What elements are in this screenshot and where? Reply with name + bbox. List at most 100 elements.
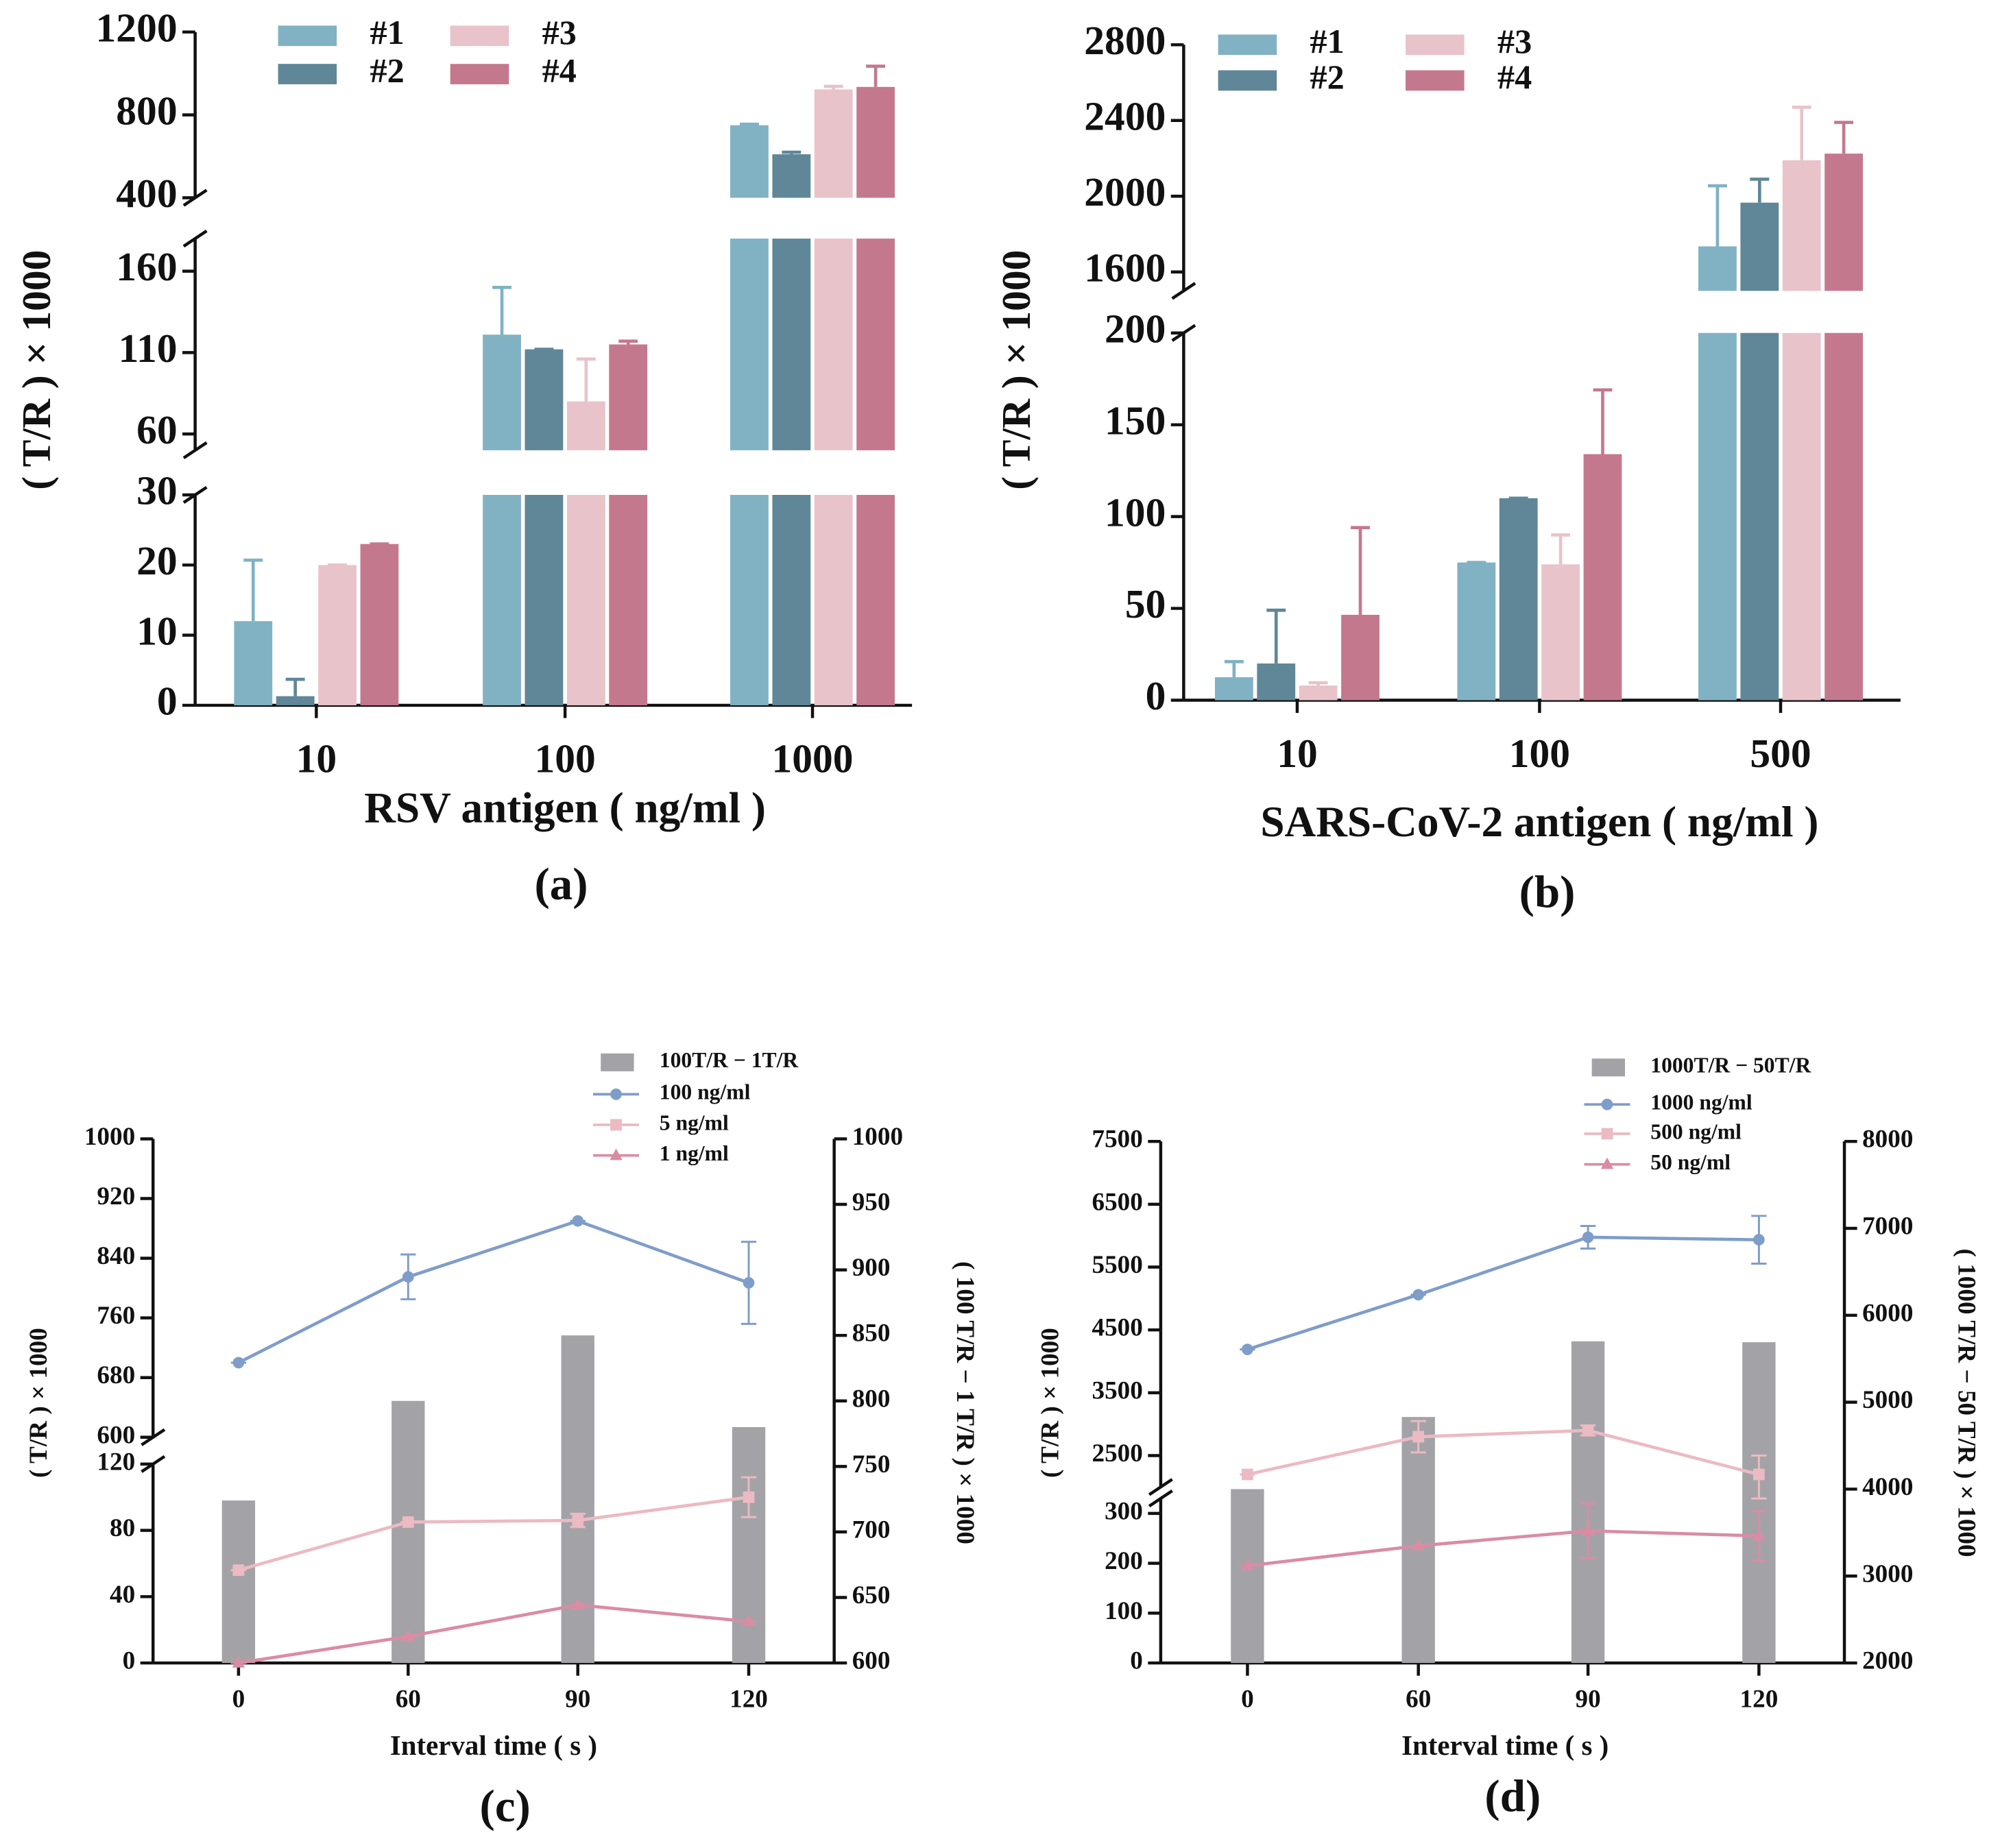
y2-axis-label: ( 1000 T/R − 50 T/R ) × 1000 (1952, 1248, 1980, 1557)
y-tick-label: 2800 (1084, 18, 1166, 63)
legend-label: 500 ng/ml (1650, 1119, 1742, 1143)
y2-tick-label: 900 (852, 1254, 891, 1282)
series-line (238, 1495, 749, 1572)
y-tick-label: 400 (116, 171, 177, 216)
y-axis-label: ( T/R ) × 1000 (993, 250, 1039, 490)
y-tick-label: 1600 (1084, 245, 1166, 290)
legend-swatch (450, 25, 509, 47)
legend-swatch (1406, 34, 1465, 56)
y2-tick-label: 650 (852, 1581, 891, 1609)
marker (232, 1656, 245, 1668)
series-line (1246, 1428, 1759, 1476)
x-axis-label: RSV antigen ( ng/ml ) (364, 784, 766, 832)
y-tick-label: 2000 (1084, 169, 1166, 215)
y-tick-label: 30 (136, 468, 178, 513)
error-bar (492, 286, 511, 335)
legend-swatch (278, 25, 337, 47)
marker (1752, 1529, 1766, 1541)
error-bar (576, 357, 596, 402)
bar (730, 494, 769, 705)
bar (1457, 562, 1496, 701)
bar (1824, 332, 1864, 701)
bar (1782, 160, 1821, 291)
y-tick-label: 7500 (1092, 1126, 1142, 1154)
legend-swatch (1218, 70, 1277, 91)
y-tick-label: 5500 (1092, 1251, 1142, 1279)
bar (732, 1426, 766, 1664)
y2-tick-label: 6000 (1862, 1299, 1913, 1327)
bar (276, 696, 315, 705)
y-tick-label: 600 (97, 1421, 135, 1449)
marker (742, 1614, 756, 1627)
y-tick-label: 0 (1130, 1647, 1143, 1675)
bar (360, 544, 399, 705)
bar (1583, 454, 1622, 701)
x-tick-label: 100 (1509, 731, 1570, 776)
legend-label: #4 (542, 51, 577, 90)
y-tick-label: 80 (110, 1514, 135, 1542)
legend-label: 1000T/R − 50T/R (1650, 1054, 1811, 1078)
y-tick-label: 840 (97, 1242, 135, 1270)
error-bar (1834, 121, 1854, 154)
marker (1582, 1231, 1594, 1243)
legend-label: 100 ng/ml (660, 1080, 751, 1104)
legend-swatch (601, 1053, 634, 1071)
y-tick-label: 200 (1105, 1547, 1143, 1575)
marker (571, 1598, 584, 1610)
marker (610, 1119, 622, 1131)
y-tick-label: 10 (136, 608, 178, 653)
bar (730, 239, 769, 450)
y-tick-label: 6500 (1092, 1188, 1142, 1216)
error-bar (1551, 533, 1571, 565)
error-bar (1792, 106, 1811, 160)
x-tick-label: 60 (1406, 1685, 1431, 1713)
bar (1698, 332, 1737, 701)
x-tick-label: 120 (730, 1685, 768, 1713)
bar (1698, 246, 1737, 291)
x-tick-label: 90 (565, 1685, 590, 1713)
marker (1412, 1539, 1425, 1551)
bar (1571, 1341, 1605, 1664)
error-bar (243, 558, 263, 622)
error-bar (1707, 184, 1727, 247)
bar (1782, 332, 1821, 701)
error-bar (1224, 659, 1244, 678)
legend-label: #2 (370, 51, 404, 90)
axis-break (182, 441, 208, 459)
bar (814, 89, 853, 198)
bar (483, 335, 521, 450)
x-tick-label: 100 (534, 735, 595, 781)
y2-tick-label: 7000 (1862, 1213, 1913, 1241)
bar (772, 239, 811, 450)
panel-label: (b) (1519, 866, 1576, 917)
y2-tick-label: 8000 (1862, 1126, 1913, 1154)
bar (856, 494, 895, 705)
bar (1740, 202, 1779, 291)
marker (572, 1215, 584, 1227)
y-tick-label: 2500 (1092, 1439, 1142, 1468)
bar (318, 565, 357, 705)
x-tick-label: 0 (232, 1685, 245, 1713)
bar (609, 344, 648, 450)
y-axis-label: ( T/R ) × 1000 (1036, 1328, 1064, 1478)
x-axis-label: SARS-CoV-2 antigen ( ng/ml ) (1260, 798, 1818, 846)
marker (402, 1629, 415, 1642)
legend-label: #1 (1310, 22, 1345, 60)
y-tick-label: 800 (116, 88, 177, 133)
marker (1412, 1289, 1425, 1301)
marker (1601, 1128, 1613, 1140)
marker (232, 1357, 245, 1369)
y-tick-label: 150 (1105, 398, 1166, 443)
error-bar (1593, 388, 1613, 454)
bar (730, 125, 769, 198)
bar (1824, 154, 1864, 291)
y-tick-label: 0 (1146, 673, 1166, 718)
bar (1341, 614, 1379, 701)
y-axis-label: ( T/R ) × 1000 (25, 1328, 53, 1478)
x-tick-label: 500 (1750, 731, 1811, 776)
bar (1740, 332, 1779, 701)
marker (610, 1088, 622, 1100)
marker (1600, 1157, 1614, 1169)
x-tick-label: 10 (296, 735, 337, 781)
y-tick-label: 2400 (1084, 93, 1166, 138)
